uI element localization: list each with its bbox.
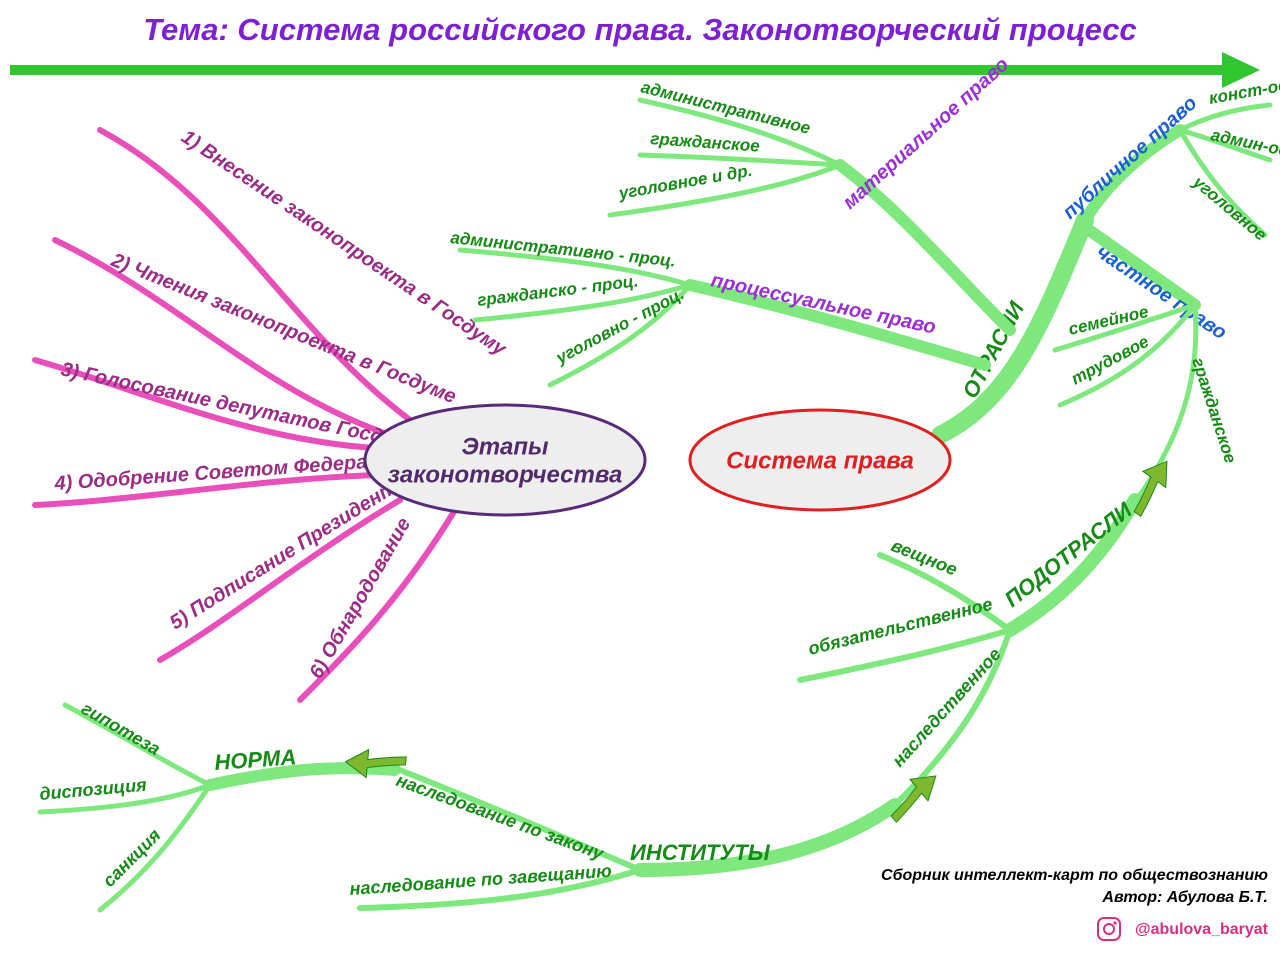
flow-arrow-2 — [344, 748, 406, 781]
private-child-2-label: гражданское — [1188, 355, 1240, 465]
public-child-2-label: уголовное — [1189, 172, 1271, 245]
norma-child-0-label: гипотеза — [78, 698, 164, 759]
center-nodes: Этапызаконотворчества Система права — [365, 405, 950, 515]
header-arrow — [10, 52, 1260, 88]
norma-child-1-label: диспозиция — [39, 775, 148, 804]
process-child-0-label: административно - проц. — [450, 228, 677, 271]
credit-line2: Автор: Абулова Б.Т. — [1101, 889, 1268, 906]
instituty-child-1-label: наследование по завещанию — [349, 861, 612, 899]
left-node-label: Этапы — [461, 433, 549, 460]
left-node-label: законотворчества — [388, 461, 623, 488]
right-node-label: Система права — [726, 447, 914, 474]
podotrasli-child-1-label: обязательственное — [806, 594, 994, 659]
material-child-1-label: гражданское — [650, 129, 761, 156]
public-law-label: публичное право — [1059, 92, 1202, 224]
material-law-label: материальное право — [839, 53, 1014, 213]
credit-handle: @abulova_baryat — [1135, 921, 1269, 938]
instituty-label: ИНСТИТУТЫ — [630, 840, 771, 865]
credit-line1: Сборник интеллект-карт по обществознанию — [881, 867, 1268, 884]
public-child-1-label: админ-ое — [1209, 125, 1280, 160]
instagram-icon — [1098, 918, 1120, 940]
process-law-label: процессуальное право — [709, 269, 938, 338]
instituty-child-0-label: наследование по закону — [394, 770, 607, 864]
page-title: Тема: Система российского права. Законот… — [143, 12, 1136, 47]
